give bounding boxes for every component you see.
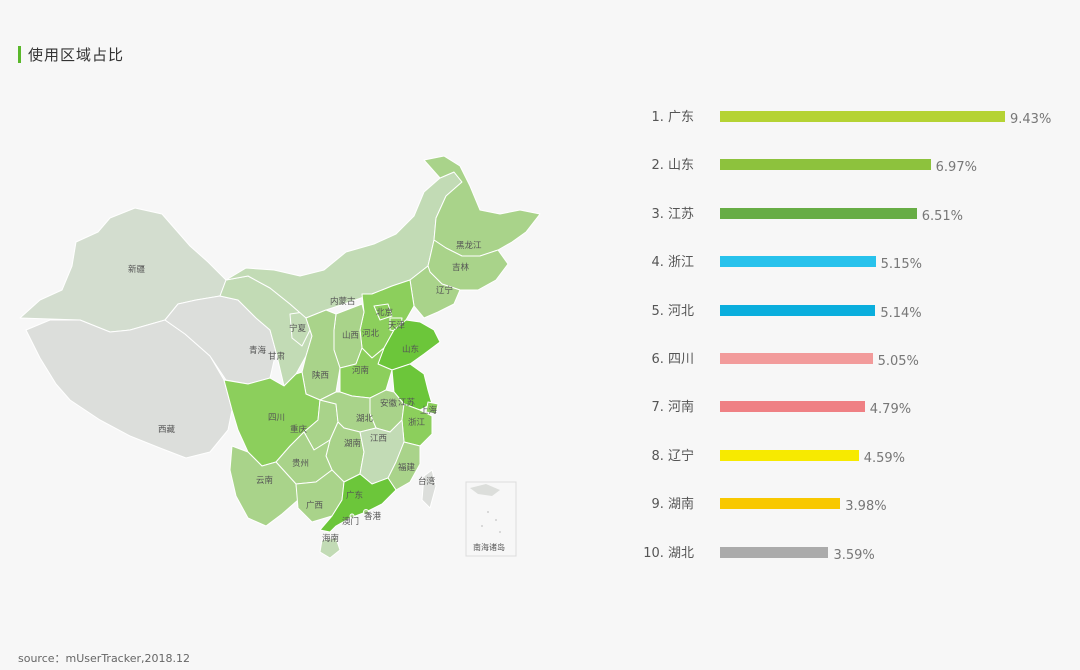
bar xyxy=(720,401,865,413)
label-shanxi: 山西 xyxy=(342,330,359,341)
label-macau: 澳门 xyxy=(342,516,359,527)
province-yunnan[interactable] xyxy=(229,445,299,527)
label-hainan: 海南 xyxy=(322,533,339,544)
label-tianjin: 天津 xyxy=(388,320,406,331)
label-hunan: 湖南 xyxy=(344,438,361,449)
china-map: 南海诸岛 新疆 西藏 青海 甘肃 宁夏 内蒙古 黑龙江 吉林 辽宁 北京 天津 … xyxy=(0,0,560,600)
bar-value-label: 4.59% xyxy=(863,450,906,466)
province-taiwan[interactable] xyxy=(421,469,437,509)
label-guangxi: 广西 xyxy=(306,500,323,511)
label-hebei: 河北 xyxy=(362,328,380,339)
label-anhui: 安徽 xyxy=(380,398,398,409)
bar-category-label: 6. 四川 xyxy=(651,352,694,367)
province-labels: 新疆 西藏 青海 甘肃 宁夏 内蒙古 黑龙江 吉林 辽宁 北京 天津 河北 山西… xyxy=(128,240,482,544)
bar xyxy=(720,304,876,316)
bar xyxy=(720,449,859,461)
south-china-sea-inset: 南海诸岛 xyxy=(465,481,517,557)
label-jilin: 吉林 xyxy=(452,262,470,273)
province-liaoning[interactable] xyxy=(409,265,461,319)
label-neimenggu: 内蒙古 xyxy=(330,296,356,307)
label-taiwan: 台湾 xyxy=(418,476,436,487)
province-macau[interactable] xyxy=(349,513,355,519)
label-beijing: 北京 xyxy=(376,307,393,318)
label-hubei: 湖北 xyxy=(356,414,374,424)
label-gansu: 甘肃 xyxy=(268,351,286,362)
province-fujian[interactable] xyxy=(387,441,421,491)
label-yunnan: 云南 xyxy=(256,475,273,486)
label-xizang: 西藏 xyxy=(158,424,176,435)
bar xyxy=(720,111,1005,122)
bar-category-label: 5. 河北 xyxy=(651,303,694,319)
label-jiangsu: 江苏 xyxy=(398,397,416,408)
bar-value-label: 9.43% xyxy=(1010,112,1052,127)
label-xinjiang: 新疆 xyxy=(128,264,146,275)
bar-category-label: 2. 山东 xyxy=(651,158,694,174)
bar xyxy=(720,498,841,510)
bar xyxy=(720,546,829,558)
bar xyxy=(720,256,876,268)
bar-category-label: 10. 湖北 xyxy=(643,545,694,561)
bar-category-label: 4. 浙江 xyxy=(651,255,694,271)
bar-value-label: 5.14% xyxy=(880,305,922,321)
bar-category-label: 8. 辽宁 xyxy=(651,448,694,464)
label-zhejiang: 浙江 xyxy=(408,417,426,428)
province-hongkong[interactable] xyxy=(363,509,369,515)
label-sichuan: 四川 xyxy=(268,413,285,423)
label-qinghai: 青海 xyxy=(249,345,267,356)
bar-value-label: 3.59% xyxy=(833,547,875,563)
title-accent-bar xyxy=(18,46,21,63)
bar-category-label: 7. 河南 xyxy=(651,400,694,416)
province-xizang[interactable] xyxy=(25,319,233,459)
bar-value-label: 5.05% xyxy=(877,354,919,369)
label-chongqing: 重庆 xyxy=(290,424,308,435)
bar-category-label: 1. 广东 xyxy=(651,110,694,125)
province-hainan[interactable] xyxy=(319,537,341,559)
inset-label-south-china-sea: 南海诸岛 xyxy=(473,542,505,552)
province-guangdong[interactable] xyxy=(319,473,397,533)
bar-category-label: 3. 江苏 xyxy=(651,206,694,222)
page-title: 使用区域占比 xyxy=(18,44,124,65)
label-shanghai: 上海 xyxy=(420,405,438,416)
bar-value-label: 5.15% xyxy=(880,257,922,273)
page-title-text: 使用区域占比 xyxy=(28,46,125,64)
province-shaanxi[interactable] xyxy=(301,309,341,401)
province-hubei[interactable] xyxy=(319,391,377,433)
label-guangdong: 广东 xyxy=(346,490,363,501)
label-henan: 河南 xyxy=(352,365,369,376)
label-liaoning: 辽宁 xyxy=(436,285,453,296)
label-hongkong: 香港 xyxy=(364,511,382,522)
label-shaanxi: 陕西 xyxy=(312,370,329,381)
source-note: source：mUserTracker,2018.12 xyxy=(18,652,190,665)
bar-value-label: 4.79% xyxy=(869,402,912,418)
label-guizhou: 贵州 xyxy=(292,458,309,469)
province-shanghai[interactable] xyxy=(425,401,439,415)
province-heilongjiang[interactable] xyxy=(423,155,541,257)
label-fujian: 福建 xyxy=(398,462,416,473)
bar xyxy=(720,207,917,219)
label-jiangxi: 江西 xyxy=(370,434,387,444)
bar-value-label: 3.98% xyxy=(845,499,887,515)
bar xyxy=(720,353,873,364)
label-heilongjiang: 黑龙江 xyxy=(456,240,482,251)
bar xyxy=(720,159,931,171)
bar-value-label: 6.51% xyxy=(921,208,964,224)
province-beijing[interactable] xyxy=(373,303,393,321)
bar-value-label: 6.97% xyxy=(935,160,977,176)
label-ningxia: 宁夏 xyxy=(289,323,307,334)
bar-category-label: 9. 湖南 xyxy=(651,497,694,513)
label-shandong: 山东 xyxy=(402,344,419,355)
